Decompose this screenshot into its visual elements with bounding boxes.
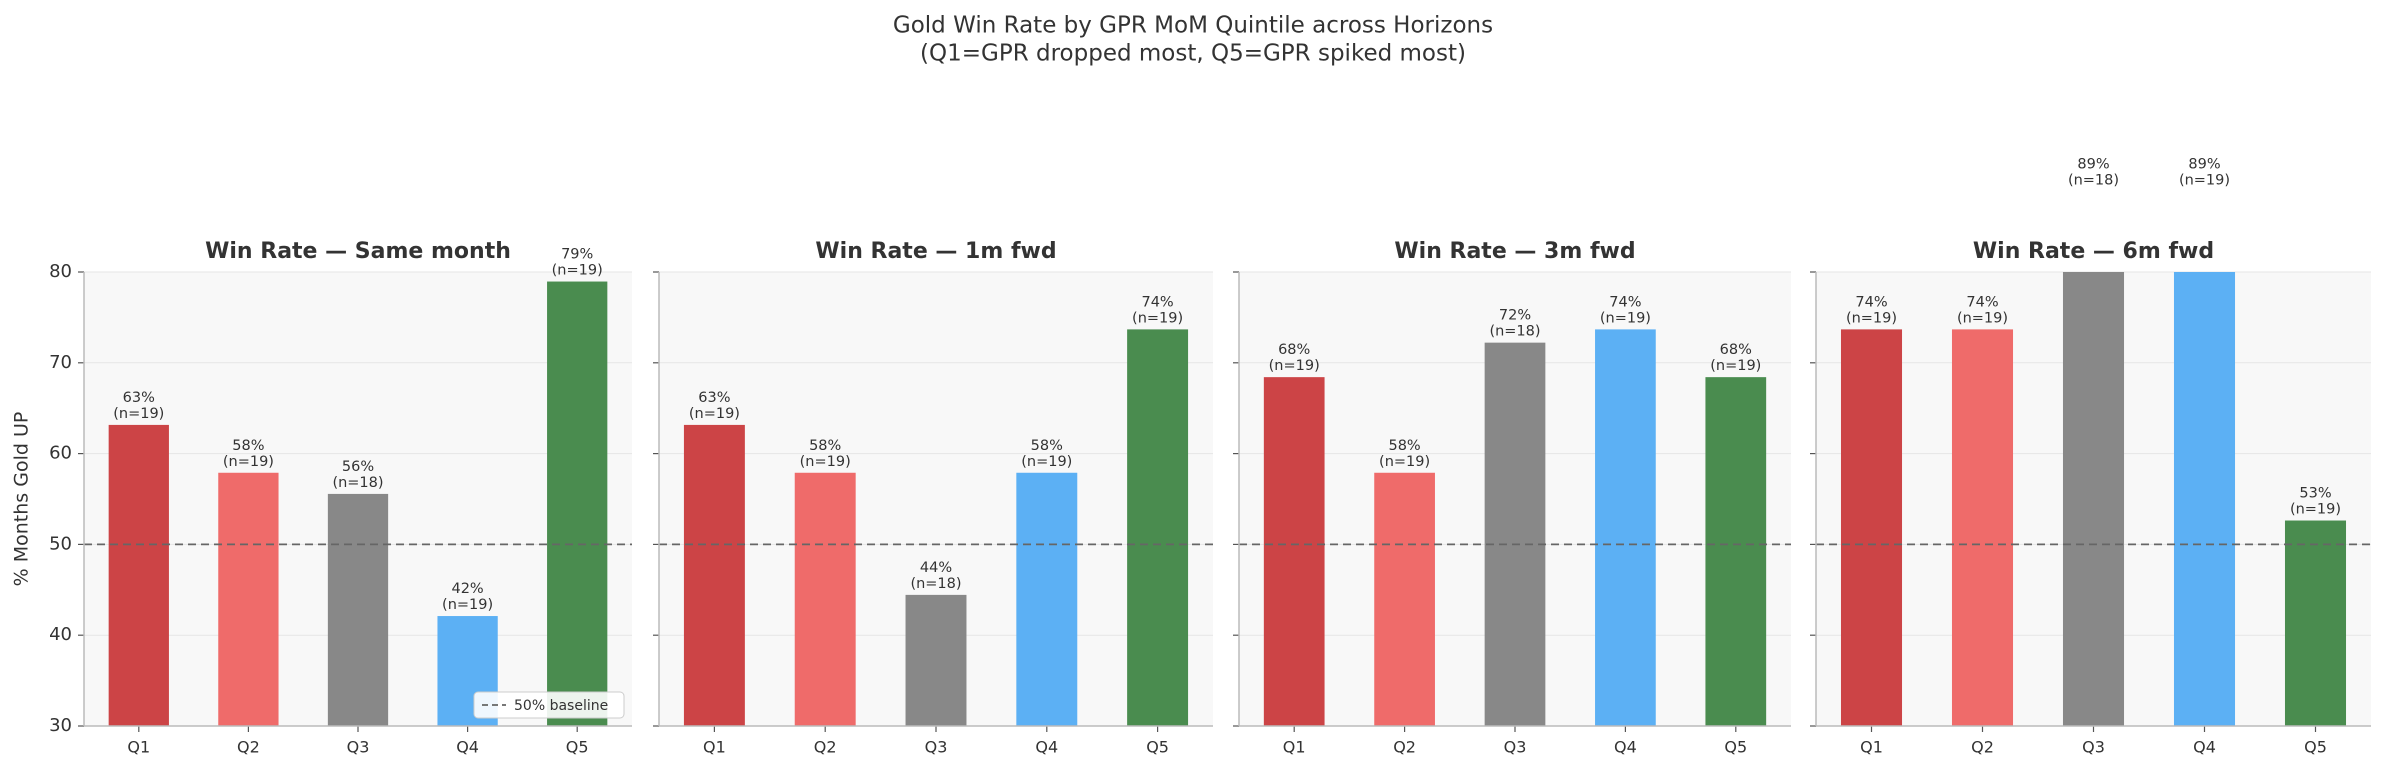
bar: [547, 281, 608, 726]
bar: [2173, 272, 2236, 726]
value-label: 63%: [698, 390, 730, 406]
n-label: (n=19): [1021, 454, 1072, 470]
bar: [327, 493, 389, 726]
x-tick-label: Q5: [566, 738, 589, 757]
n-label: (n=19): [1846, 310, 1897, 326]
value-label: 58%: [809, 438, 841, 454]
bar: [218, 472, 279, 726]
x-tick-label: Q4: [1614, 738, 1637, 757]
y-tick-label: 60: [49, 443, 72, 464]
bar: [683, 424, 745, 726]
figure-subtitle: (Q1=GPR dropped most, Q5=GPR spiked most…: [920, 41, 1466, 67]
value-label: 63%: [123, 390, 155, 406]
x-tick-label: Q5: [1724, 738, 1747, 757]
n-label: (n=19): [442, 597, 493, 613]
value-label: 74%: [1966, 294, 1998, 310]
panel-title: Win Rate — 3m fwd: [1394, 239, 1635, 264]
bar: [2062, 272, 2125, 726]
n-label: (n=18): [2068, 172, 2119, 188]
y-tick-label: 70: [49, 352, 72, 373]
bar: [1374, 472, 1435, 726]
value-label: 42%: [451, 581, 483, 597]
x-tick-label: Q1: [703, 738, 726, 757]
x-tick-label: Q4: [2193, 738, 2216, 757]
x-tick-label: Q2: [814, 738, 837, 757]
n-label: (n=19): [1379, 454, 1430, 470]
x-tick-label: Q3: [347, 738, 370, 757]
bar: [1840, 329, 1903, 726]
value-label: 79%: [561, 247, 593, 263]
value-label: 58%: [232, 438, 264, 454]
y-axis-label: % Months Gold UP: [11, 412, 33, 587]
n-label: (n=19): [800, 454, 851, 470]
n-label: (n=18): [332, 475, 383, 491]
bar: [1016, 472, 1078, 726]
x-tick-label: Q5: [1146, 738, 1169, 757]
bar: [1484, 342, 1546, 726]
x-tick-label: Q2: [1393, 738, 1416, 757]
n-label: (n=19): [689, 406, 740, 422]
n-label: (n=19): [1957, 310, 2008, 326]
value-label: 74%: [1141, 294, 1173, 310]
value-label: 58%: [1388, 438, 1420, 454]
value-label: 72%: [1499, 308, 1531, 324]
panel-title: Win Rate — 1m fwd: [815, 239, 1056, 264]
x-tick-label: Q5: [2304, 738, 2327, 757]
value-label: 58%: [1031, 438, 1063, 454]
value-label: 74%: [1855, 294, 1887, 310]
bar: [1127, 329, 1189, 726]
x-tick-label: Q1: [1283, 738, 1306, 757]
bar: [1263, 377, 1325, 726]
value-label: 89%: [2188, 156, 2220, 172]
bar: [2284, 520, 2347, 726]
bar: [1705, 377, 1767, 726]
x-tick-label: Q3: [925, 738, 948, 757]
x-tick-label: Q2: [1971, 738, 1994, 757]
value-label: 68%: [1720, 342, 1752, 358]
value-label: 56%: [342, 459, 374, 475]
y-tick-label: 30: [49, 715, 72, 736]
legend-label: 50% baseline: [514, 698, 608, 714]
x-tick-label: Q4: [456, 738, 479, 757]
n-label: (n=18): [910, 576, 961, 592]
bar: [108, 424, 169, 726]
legend-box: [473, 691, 625, 719]
n-label: (n=19): [1600, 310, 1651, 326]
value-label: 53%: [2299, 486, 2331, 502]
panel-title: Win Rate — Same month: [205, 239, 511, 264]
n-label: (n=19): [1132, 310, 1183, 326]
x-tick-label: Q3: [2082, 738, 2105, 757]
n-label: (n=19): [1710, 358, 1761, 374]
n-label: (n=19): [2290, 502, 2341, 518]
bar: [1951, 329, 2014, 726]
panel-title: Win Rate — 6m fwd: [1973, 239, 2214, 264]
n-label: (n=19): [113, 406, 164, 422]
y-tick-label: 40: [49, 624, 72, 645]
n-label: (n=19): [223, 454, 274, 470]
value-label: 44%: [920, 560, 952, 576]
value-label: 89%: [2077, 156, 2109, 172]
figure-title: Gold Win Rate by GPR MoM Quintile across…: [893, 13, 1493, 39]
y-tick-label: 50: [49, 533, 72, 554]
value-label: 68%: [1278, 342, 1310, 358]
x-tick-label: Q2: [237, 738, 260, 757]
bar: [1595, 329, 1656, 726]
value-label: 74%: [1609, 294, 1641, 310]
n-label: (n=18): [1489, 324, 1540, 340]
y-tick-label: 80: [49, 261, 72, 282]
x-tick-label: Q4: [1035, 738, 1058, 757]
n-label: (n=19): [2179, 172, 2230, 188]
x-tick-label: Q3: [1504, 738, 1527, 757]
bar: [905, 594, 967, 726]
x-tick-label: Q1: [1860, 738, 1883, 757]
n-label: (n=19): [552, 263, 603, 279]
bar: [794, 472, 856, 726]
n-label: (n=19): [1269, 358, 1320, 374]
x-tick-label: Q1: [127, 738, 150, 757]
